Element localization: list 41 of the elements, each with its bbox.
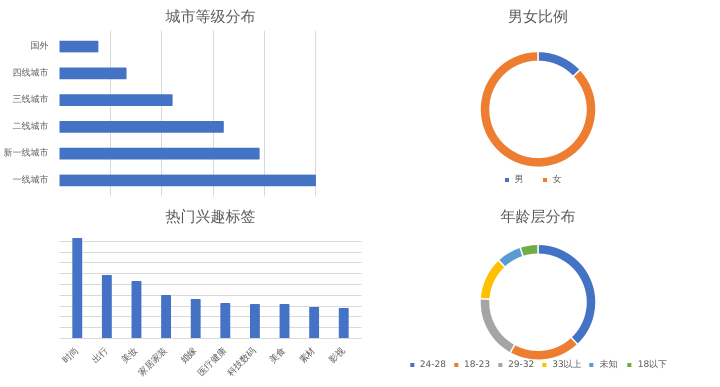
bar — [72, 238, 82, 338]
bar — [309, 307, 320, 338]
bar — [190, 299, 201, 338]
bar — [102, 275, 112, 338]
bar — [60, 148, 260, 160]
y-tick-label: 四线城市 — [12, 67, 48, 78]
y-tick-label: 三线城市 — [12, 94, 48, 106]
legend-label: 18-23 — [464, 360, 490, 370]
legend-label: 未知 — [600, 358, 619, 371]
x-tick-label: 影视 — [326, 345, 348, 366]
bar — [60, 40, 98, 52]
x-tick-label: 时尚 — [60, 345, 81, 366]
x-tick-label: 美食 — [268, 345, 288, 366]
x-tick-label: 科技数码 — [225, 345, 258, 378]
bar — [60, 94, 173, 106]
bar — [60, 174, 316, 186]
chart-title: 年龄层分布 — [500, 208, 576, 226]
legend-label: 33以上 — [552, 358, 582, 371]
bar — [220, 303, 230, 338]
chart-title: 热门兴趣标签 — [166, 208, 256, 226]
x-tick-label: 婚嫁 — [178, 345, 200, 366]
legend-label: 29-32 — [508, 360, 534, 370]
y-tick-label: 新一线城市 — [4, 148, 48, 159]
chart-title: 男女比例 — [508, 8, 568, 26]
x-tick-label: 素材 — [297, 345, 318, 366]
legend-label: 女 — [552, 174, 562, 186]
bar — [338, 308, 349, 338]
y-tick-label: 一线城市 — [12, 174, 48, 186]
bar — [250, 304, 260, 338]
legend-label: 24-28 — [420, 360, 446, 370]
legend-label: 男 — [514, 174, 524, 186]
y-tick-label: 二线城市 — [12, 120, 48, 132]
bar — [132, 281, 142, 338]
legend-label: 18以下 — [638, 358, 668, 371]
bar — [280, 304, 290, 338]
bar — [60, 67, 127, 80]
x-tick-label: 出行 — [90, 345, 110, 366]
y-tick-label: 国外 — [30, 40, 48, 52]
bar — [60, 121, 224, 133]
bar — [161, 295, 172, 338]
chart-title: 城市等级分布 — [164, 8, 256, 26]
